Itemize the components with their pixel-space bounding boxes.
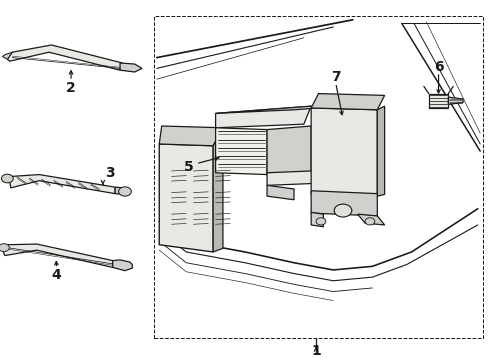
Polygon shape xyxy=(267,185,294,200)
Polygon shape xyxy=(7,45,122,70)
Circle shape xyxy=(119,187,131,196)
Circle shape xyxy=(1,174,13,183)
Text: 1: 1 xyxy=(311,344,321,358)
Polygon shape xyxy=(429,94,448,108)
Text: 3: 3 xyxy=(105,166,115,180)
Polygon shape xyxy=(10,175,115,194)
Circle shape xyxy=(365,218,375,225)
Polygon shape xyxy=(216,106,311,128)
Text: 2: 2 xyxy=(66,81,76,95)
Polygon shape xyxy=(216,104,368,113)
Polygon shape xyxy=(311,94,385,110)
Polygon shape xyxy=(113,260,132,271)
Polygon shape xyxy=(358,214,385,225)
Text: 4: 4 xyxy=(51,268,61,282)
Bar xyxy=(154,16,483,338)
Polygon shape xyxy=(377,106,385,196)
Text: 6: 6 xyxy=(434,60,443,73)
Polygon shape xyxy=(216,128,267,175)
Polygon shape xyxy=(213,128,223,252)
Polygon shape xyxy=(159,144,213,252)
Polygon shape xyxy=(311,108,377,196)
Polygon shape xyxy=(448,97,463,104)
Polygon shape xyxy=(2,52,12,59)
Polygon shape xyxy=(267,171,353,185)
Circle shape xyxy=(316,218,326,225)
Circle shape xyxy=(334,204,352,217)
Polygon shape xyxy=(311,191,377,216)
Text: 7: 7 xyxy=(331,71,341,84)
Polygon shape xyxy=(2,244,113,267)
Polygon shape xyxy=(311,212,323,227)
Polygon shape xyxy=(2,176,12,182)
Polygon shape xyxy=(0,245,7,250)
Polygon shape xyxy=(159,126,223,146)
Polygon shape xyxy=(115,187,130,194)
Polygon shape xyxy=(267,126,311,175)
Circle shape xyxy=(0,244,9,252)
Text: 5: 5 xyxy=(184,160,194,174)
Polygon shape xyxy=(120,63,142,72)
